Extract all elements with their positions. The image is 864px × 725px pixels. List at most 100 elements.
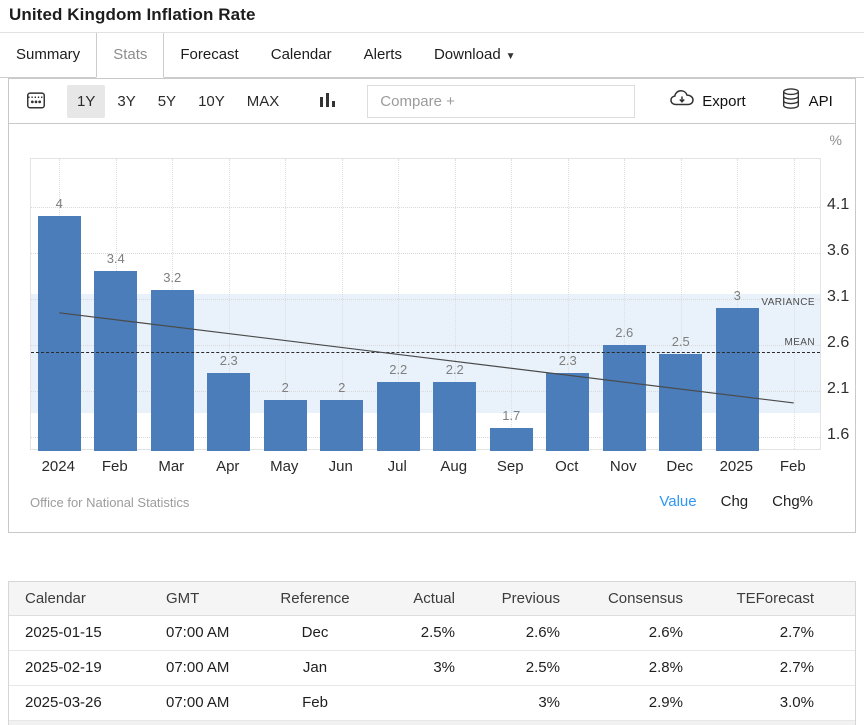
bar-value-label: 3.2 bbox=[163, 269, 182, 285]
bar-feb[interactable] bbox=[94, 271, 138, 451]
table-cell: Dec bbox=[250, 615, 380, 651]
cloud-download-icon bbox=[669, 88, 702, 114]
api-label: API bbox=[808, 92, 833, 110]
x-axis-tick-label: Oct bbox=[555, 458, 579, 475]
series-toggle-chg[interactable]: Chg bbox=[720, 493, 749, 510]
vertical-gridline bbox=[567, 159, 569, 449]
page-header: United Kingdom Inflation Rate bbox=[0, 0, 864, 33]
table-row[interactable]: 2025-03-26 07:00 AM Feb 3% 2.9% 3.0% bbox=[9, 685, 855, 721]
bar-may[interactable] bbox=[263, 400, 307, 451]
table-cell: 2.9% bbox=[570, 685, 693, 721]
x-axis-tick-label: Aug bbox=[440, 458, 468, 475]
table-cell: 2.6% bbox=[570, 615, 693, 651]
y-axis-tick-label: 1.6 bbox=[827, 426, 850, 443]
y-axis-tick-label: 3.6 bbox=[827, 242, 850, 259]
range-button-3y[interactable]: 3Y bbox=[107, 85, 145, 118]
table-cell: 07:00 AM bbox=[150, 650, 250, 686]
column-header-actual: Actual bbox=[380, 582, 465, 616]
tab-bar: Summary Stats Forecast Calendar Alerts Downlo… bbox=[0, 33, 864, 78]
vertical-gridline bbox=[624, 159, 626, 449]
tab-forecast[interactable]: Forecast bbox=[164, 33, 254, 77]
table-cell: Feb bbox=[250, 685, 380, 721]
table-cell bbox=[380, 685, 465, 721]
range-button-5y[interactable]: 5Y bbox=[148, 85, 186, 118]
export-label: Export bbox=[702, 92, 746, 110]
tab-label: Alerts bbox=[363, 46, 402, 63]
tab-label: Calendar bbox=[270, 46, 332, 63]
x-axis-tick-label: Jun bbox=[328, 458, 353, 475]
bar-mar[interactable] bbox=[150, 289, 194, 451]
table-next-row-cutoff bbox=[9, 720, 855, 725]
database-icon bbox=[780, 87, 809, 115]
tab-summary[interactable]: Summary bbox=[0, 33, 96, 77]
range-button-max[interactable]: MAX bbox=[237, 85, 290, 118]
bar-value-label: 2.2 bbox=[389, 361, 408, 377]
x-axis-tick-label: 2024 bbox=[41, 458, 75, 475]
chart-type-button[interactable] bbox=[319, 90, 337, 113]
tab-calendar[interactable]: Calendar bbox=[255, 33, 348, 77]
vertical-gridline bbox=[793, 159, 795, 449]
x-axis-tick-label: Apr bbox=[216, 458, 240, 475]
bar-value-label: 2.6 bbox=[615, 325, 634, 340]
mean-label: MEAN bbox=[784, 337, 815, 349]
range-button-10y[interactable]: 10Y bbox=[188, 85, 235, 118]
bar-value-label: 2.3 bbox=[219, 352, 238, 368]
tab-label: Summary bbox=[16, 46, 81, 63]
series-toggle-value[interactable]: Value bbox=[659, 493, 697, 510]
column-header-reference: Reference bbox=[250, 582, 380, 616]
api-button[interactable]: API bbox=[780, 87, 833, 115]
series-toggle-row: Value Chg Chg% bbox=[635, 493, 813, 510]
table-cell: 2.5% bbox=[465, 650, 570, 686]
tab-alerts[interactable]: Alerts bbox=[348, 33, 418, 77]
toolbar-left-group: 1Y 3Y 5Y 10Y MAX bbox=[25, 84, 636, 118]
table-cell: 2.6% bbox=[465, 615, 570, 651]
tab-stats[interactable]: Stats bbox=[96, 33, 165, 78]
bar-2024[interactable] bbox=[37, 216, 81, 451]
vertical-gridline bbox=[680, 159, 682, 449]
calendar-table: Calendar GMT Reference Actual Previous Consen… bbox=[9, 582, 855, 721]
table-cell: 2.7% bbox=[693, 615, 855, 651]
bar-value-label: 2.5 bbox=[671, 334, 690, 350]
tab-download[interactable]: Download ▼ bbox=[418, 33, 532, 77]
table-row[interactable]: 2025-02-19 07:00 AM Jan 3% 2.5% 2.8% 2.7% bbox=[9, 650, 855, 686]
table-cell: 2.7% bbox=[693, 650, 855, 686]
column-header-previous: Previous bbox=[465, 582, 570, 616]
bar-sep[interactable] bbox=[489, 427, 533, 451]
column-header-consensus: Consensus bbox=[570, 582, 693, 616]
bar-apr[interactable] bbox=[207, 372, 251, 451]
tab-label: Download bbox=[433, 46, 501, 63]
x-axis-tick-label: Jul bbox=[387, 458, 407, 475]
date-range-calendar-button[interactable] bbox=[25, 89, 47, 114]
bar-2025[interactable] bbox=[715, 308, 759, 451]
bar-dec[interactable] bbox=[659, 354, 703, 451]
bar-value-label: 2 bbox=[338, 380, 346, 396]
export-button[interactable]: Export bbox=[669, 88, 746, 114]
table-row[interactable]: 2025-01-15 07:00 AM Dec 2.5% 2.6% 2.6% 2.7% bbox=[9, 615, 855, 651]
vertical-gridline bbox=[454, 159, 456, 449]
bar-value-label: 4 bbox=[55, 196, 63, 212]
mean-line bbox=[31, 352, 820, 354]
bar-aug[interactable] bbox=[433, 381, 477, 451]
x-axis-tick-label: Feb bbox=[101, 458, 128, 475]
bar-jun[interactable] bbox=[320, 400, 364, 451]
tab-label: Stats bbox=[113, 46, 148, 63]
x-axis-tick-label: 2025 bbox=[719, 458, 753, 475]
range-button-1y[interactable]: 1Y bbox=[67, 84, 106, 118]
bar-nov[interactable] bbox=[602, 345, 646, 451]
variance-label: VARIANCE bbox=[761, 297, 815, 309]
bar-jul[interactable] bbox=[376, 381, 420, 451]
page-title: United Kingdom Inflation Rate bbox=[9, 5, 256, 24]
chart-area: % 4 3.4 3.2 2.3 2 2 2.2 2.2 1.7 2.3 2.6 2.5 3 VARIANC… bbox=[8, 124, 856, 533]
series-toggle-chgpct[interactable]: Chg% bbox=[772, 493, 813, 510]
range-button-group: 1Y 3Y 5Y 10Y MAX bbox=[67, 84, 291, 118]
y-axis-unit-label: % bbox=[829, 132, 842, 148]
bar-oct[interactable] bbox=[546, 372, 590, 451]
bar-value-label: 3 bbox=[733, 288, 741, 304]
chart-plot[interactable]: 4 3.4 3.2 2.3 2 2 2.2 2.2 1.7 2.3 2.6 2.5 3 VARIANCE M… bbox=[30, 158, 821, 451]
compare-input[interactable] bbox=[367, 84, 636, 118]
column-header-calendar: Calendar bbox=[9, 582, 150, 616]
horizontal-gridline bbox=[31, 437, 820, 438]
horizontal-gridline bbox=[31, 253, 820, 254]
vertical-gridline bbox=[341, 159, 343, 449]
